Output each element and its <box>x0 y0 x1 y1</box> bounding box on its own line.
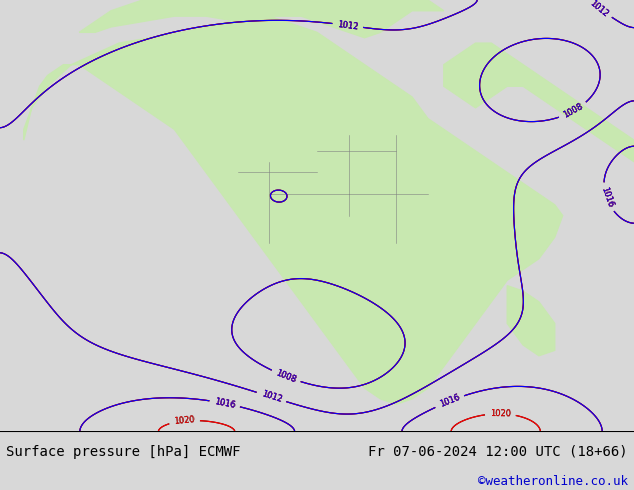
Text: 1012: 1012 <box>337 20 359 31</box>
Text: 1012: 1012 <box>588 0 610 19</box>
Text: 1012: 1012 <box>588 0 610 19</box>
Text: 1016: 1016 <box>438 393 461 409</box>
Polygon shape <box>79 0 444 38</box>
Text: 1012: 1012 <box>337 20 359 31</box>
Polygon shape <box>444 43 634 162</box>
Text: Surface pressure [hPa] ECMWF: Surface pressure [hPa] ECMWF <box>6 445 241 459</box>
Text: 1008: 1008 <box>562 102 585 120</box>
Polygon shape <box>23 16 563 404</box>
Text: 1008: 1008 <box>562 102 585 120</box>
Text: 1008: 1008 <box>275 368 297 385</box>
Text: 1020: 1020 <box>174 416 195 426</box>
Text: 1016: 1016 <box>214 397 236 410</box>
Text: 1012: 1012 <box>260 390 283 404</box>
Text: 1020: 1020 <box>490 409 511 418</box>
Text: 1012: 1012 <box>337 20 359 31</box>
Text: 1016: 1016 <box>214 397 236 410</box>
Text: 1012: 1012 <box>260 390 283 404</box>
Text: 1016: 1016 <box>214 397 236 410</box>
Text: 1016: 1016 <box>598 186 614 209</box>
Text: 1008: 1008 <box>562 102 585 120</box>
Text: 1008: 1008 <box>275 368 297 385</box>
Text: 1016: 1016 <box>598 186 614 209</box>
Text: 1012: 1012 <box>260 390 283 404</box>
Text: Fr 07-06-2024 12:00 UTC (18+66): Fr 07-06-2024 12:00 UTC (18+66) <box>368 445 628 459</box>
Polygon shape <box>507 286 555 356</box>
Text: 1020: 1020 <box>490 409 511 418</box>
Text: 1016: 1016 <box>438 393 461 409</box>
Text: 1020: 1020 <box>174 416 195 426</box>
Text: 1012: 1012 <box>588 0 610 19</box>
Text: 1016: 1016 <box>438 393 461 409</box>
Text: ©weatheronline.co.uk: ©weatheronline.co.uk <box>477 475 628 488</box>
Text: 1016: 1016 <box>598 186 614 209</box>
Text: 1008: 1008 <box>275 368 297 385</box>
